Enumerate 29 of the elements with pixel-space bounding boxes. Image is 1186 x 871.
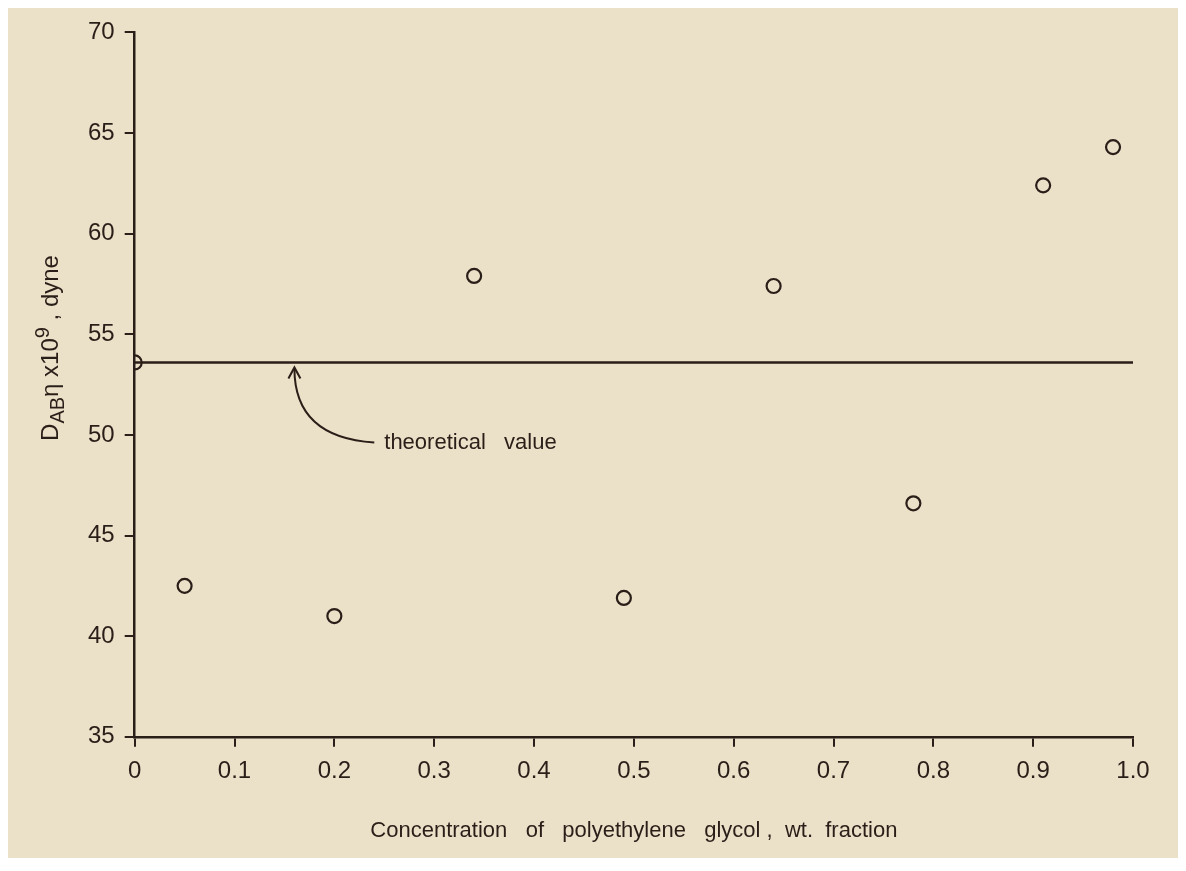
x-axis-title: Concentration of polyethylene glycol , wt. fraction [370, 816, 898, 842]
point [176, 577, 193, 594]
x-tick-label: 0.9 [1016, 755, 1050, 783]
y-tick-label: 45 [87, 520, 115, 548]
y-tick-label: 60 [87, 218, 115, 246]
x-tick-label: 0.3 [417, 755, 451, 783]
x-tick-label: 0.7 [816, 755, 851, 783]
y-tick-label: 50 [87, 419, 115, 447]
x-tick-label: 0.8 [916, 755, 951, 783]
x-tick-label: 0.4 [517, 755, 551, 783]
x-tick-label: 0.5 [617, 755, 651, 783]
x-tick-label: 0.1 [217, 755, 252, 783]
y-tick-label: 35 [87, 721, 115, 749]
x-tick-label: 1.0 [1116, 755, 1150, 783]
y-tick-label: 65 [87, 117, 115, 145]
x-tick-label: 0 [128, 755, 142, 783]
x-tick-label: 0.2 [317, 755, 352, 783]
point [1035, 177, 1052, 194]
y-tick-label: 70 [87, 17, 115, 45]
point [905, 495, 922, 512]
point [765, 277, 782, 295]
x-tick-label: 0.6 [716, 755, 751, 783]
point [326, 607, 343, 625]
y-tick-label: 55 [87, 318, 115, 346]
ref-line-label: theoretical value [384, 428, 557, 454]
y-tick-label: 40 [87, 620, 115, 648]
point [615, 589, 632, 607]
point [1104, 139, 1122, 156]
point [466, 267, 483, 285]
